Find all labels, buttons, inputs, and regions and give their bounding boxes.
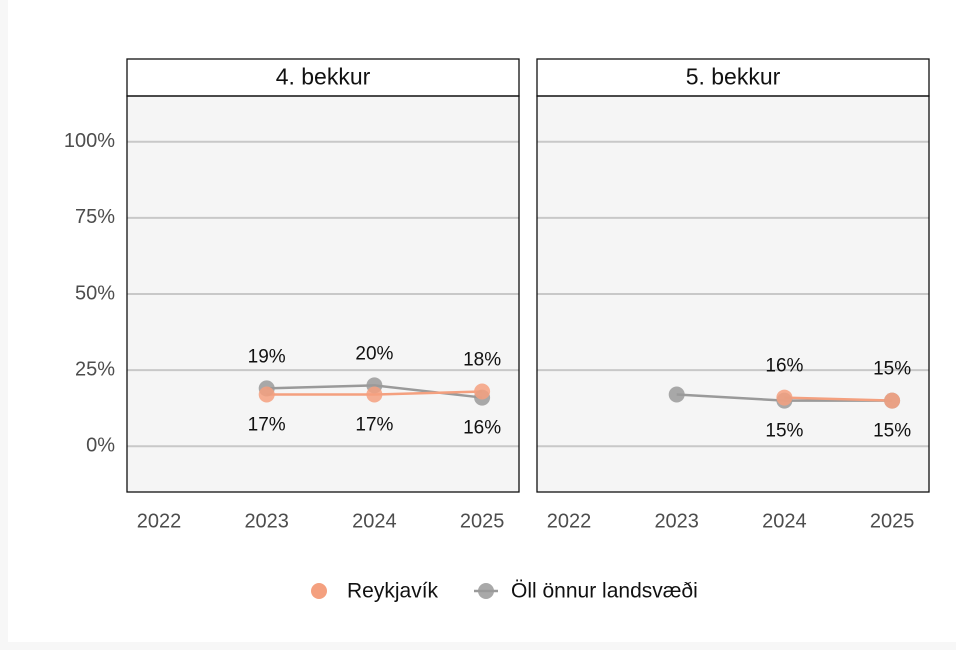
data-label: 16% [765, 356, 803, 377]
panel-border [126, 95, 520, 493]
data-label: 15% [765, 421, 803, 442]
series-line [784, 396, 893, 402]
x-tick-label: 2024 [352, 510, 397, 532]
data-label: 17% [355, 415, 393, 436]
point [668, 386, 685, 403]
legend-label: Reykjavík [347, 580, 439, 603]
data-label: 17% [248, 415, 286, 436]
point [258, 386, 275, 403]
legend-label: Öll önnur landsvæði [511, 580, 698, 603]
point [884, 392, 901, 409]
data-label: 16% [463, 418, 501, 439]
strip [536, 58, 930, 97]
x-tick-label: 2025 [460, 510, 505, 532]
point [366, 386, 383, 403]
data-label: 18% [463, 349, 501, 370]
x-tick-label: 2023 [654, 510, 699, 532]
data-label: 20% [355, 343, 393, 364]
strip-title: 5. bekkur [686, 64, 781, 90]
x-tick-label: 2022 [547, 510, 592, 532]
y-tick-label: 100% [64, 130, 115, 152]
y-tick-label: 25% [75, 358, 115, 380]
legend-marker [478, 583, 494, 599]
x-tick-label: 2025 [870, 510, 915, 532]
y-tick-label: 75% [75, 206, 115, 228]
data-label: 19% [248, 346, 286, 367]
strip-title: 4. bekkur [276, 64, 371, 90]
legend-marker [311, 583, 327, 599]
x-tick-label: 2023 [244, 510, 289, 532]
data-label: 15% [873, 359, 911, 380]
point [474, 383, 491, 400]
y-tick-label: 50% [75, 282, 115, 304]
point [776, 389, 793, 406]
x-tick-label: 2024 [762, 510, 807, 532]
y-tick-label: 0% [86, 435, 115, 457]
x-tick-label: 2022 [137, 510, 182, 532]
strip [126, 58, 520, 97]
panel-border [536, 95, 930, 493]
data-label: 15% [873, 421, 911, 442]
